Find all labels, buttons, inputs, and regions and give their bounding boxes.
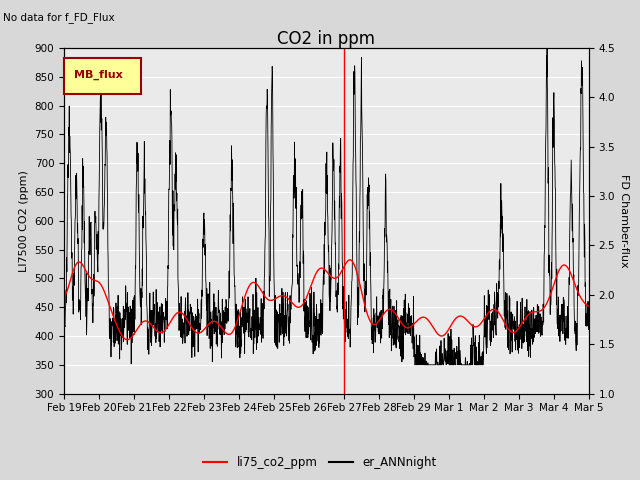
- Y-axis label: LI7500 CO2 (ppm): LI7500 CO2 (ppm): [19, 170, 29, 272]
- er_ANNnight: [570, 303, 578, 309]
- Line: er_ANNnight: er_ANNnight: [64, 48, 589, 365]
- Line: li75_co2_ppm: li75_co2_ppm: [64, 260, 589, 340]
- er_ANNnight: [87, 220, 95, 226]
- er_ANNnight: [60, 336, 68, 341]
- er_ANNnight: [585, 316, 593, 322]
- li75_co2_ppm: [474, 324, 481, 329]
- Text: MB_flux: MB_flux: [74, 70, 122, 81]
- li75_co2_ppm: [585, 303, 593, 309]
- Y-axis label: FD Chamber-flux: FD Chamber-flux: [619, 174, 629, 268]
- li75_co2_ppm: [570, 279, 578, 285]
- er_ANNnight: [570, 272, 578, 278]
- Title: CO2 in ppm: CO2 in ppm: [277, 30, 376, 48]
- li75_co2_ppm: [301, 297, 309, 302]
- li75_co2_ppm: [570, 278, 578, 284]
- er_ANNnight: [411, 362, 419, 368]
- Legend: li75_co2_ppm, er_ANNnight: li75_co2_ppm, er_ANNnight: [199, 452, 441, 474]
- li75_co2_ppm: [87, 276, 95, 281]
- er_ANNnight: [316, 311, 323, 316]
- li75_co2_ppm: [316, 266, 323, 272]
- li75_co2_ppm: [346, 257, 354, 263]
- Text: No data for f_FD_Flux: No data for f_FD_Flux: [3, 12, 115, 23]
- er_ANNnight: [474, 362, 481, 368]
- er_ANNnight: [301, 314, 309, 320]
- li75_co2_ppm: [124, 337, 131, 343]
- li75_co2_ppm: [60, 293, 68, 299]
- er_ANNnight: [543, 45, 551, 51]
